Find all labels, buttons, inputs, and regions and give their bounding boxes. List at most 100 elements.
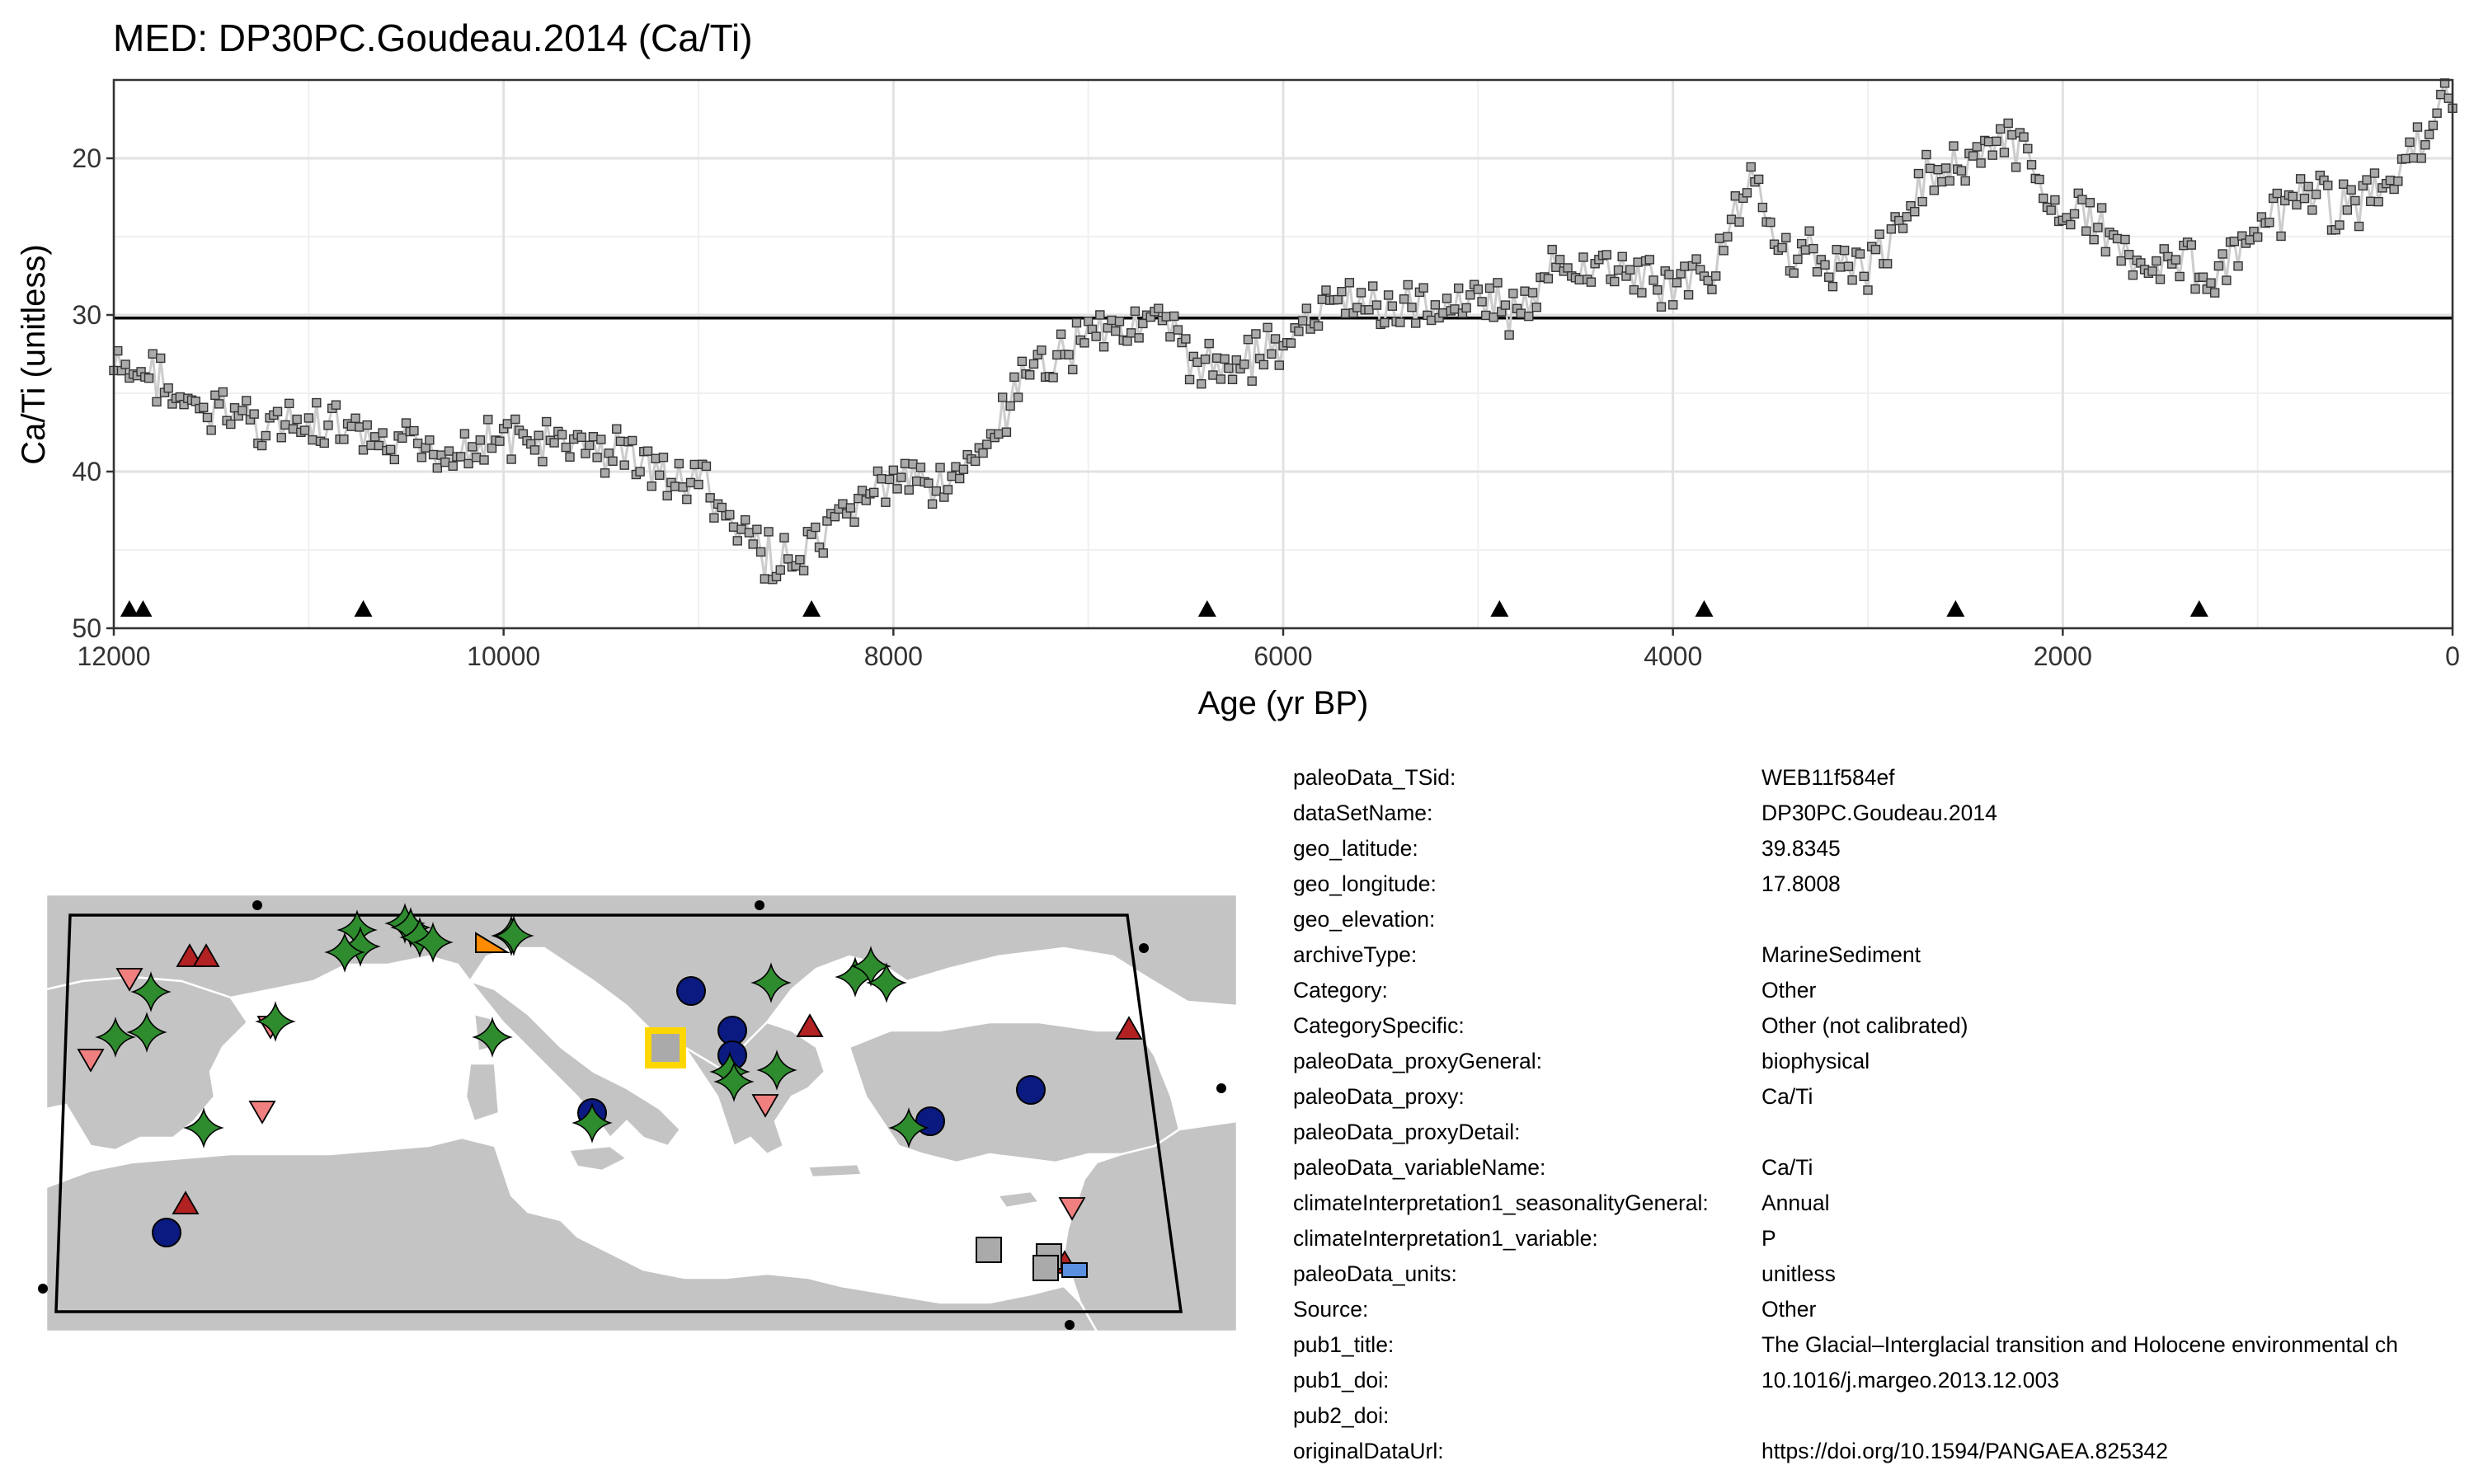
data-point: [412, 439, 423, 448]
metadata-value: Annual: [1761, 1190, 1830, 1215]
data-point: [2362, 175, 2372, 185]
site-marker-star: [183, 1107, 224, 1148]
data-point: [2416, 153, 2426, 163]
age-control-marker: [1695, 600, 1714, 617]
data-point: [202, 412, 213, 423]
data-point: [1683, 289, 1694, 300]
data-point: [1208, 370, 1218, 380]
data-point: [1836, 262, 1846, 272]
metadata-table: paleoData_TSid: WEB11f584ef dataSetName: DP…: [1293, 760, 2464, 1477]
data-point: [1789, 268, 1799, 278]
data-point: [397, 433, 407, 444]
data-point: [1976, 158, 1986, 168]
data-point: [612, 424, 622, 434]
data-point: [1902, 212, 1912, 222]
metadata-key: pub1_doi:: [1293, 1368, 1390, 1392]
data-point: [1586, 277, 1597, 287]
data-point: [736, 524, 746, 534]
data-point: [1617, 251, 1627, 261]
data-point: [1894, 215, 1904, 226]
data-point: [1037, 345, 1047, 355]
data-point: [1161, 312, 1171, 322]
age-control-marker: [802, 600, 821, 617]
data-point: [2124, 250, 2134, 260]
data-point: [760, 574, 770, 584]
data-point: [1126, 328, 1136, 338]
data-point: [997, 392, 1008, 402]
data-point: [409, 425, 419, 436]
data-point: [355, 422, 365, 432]
data-point: [2209, 288, 2220, 298]
data-point: [694, 479, 703, 490]
data-point: [811, 522, 821, 533]
data-point: [2155, 275, 2166, 284]
metadata-row: Source: Other: [1293, 1292, 2464, 1327]
metadata-key: dataSetName:: [1293, 801, 1433, 825]
data-point: [2147, 266, 2157, 276]
data-point: [2229, 237, 2240, 247]
data-point: [581, 448, 590, 458]
data-point: [378, 428, 388, 438]
data-point: [280, 420, 290, 430]
data-point: [1504, 330, 1514, 340]
data-point: [658, 453, 669, 463]
data-point: [1793, 254, 1803, 265]
data-point: [276, 433, 286, 443]
data-point: [2034, 174, 2044, 185]
y-axis-label: Ca/Ti (unitless): [16, 244, 52, 464]
data-point: [958, 464, 969, 474]
data-point: [475, 435, 486, 445]
site-marker-star: [255, 1001, 296, 1042]
data-point: [982, 439, 992, 449]
data-point: [2198, 272, 2208, 282]
data-point: [1048, 373, 1058, 383]
data-point: [1387, 301, 1398, 311]
data-point: [651, 453, 661, 463]
data-point: [947, 471, 957, 481]
data-point: [818, 548, 828, 558]
data-point: [2295, 174, 2306, 184]
data-point: [143, 373, 154, 383]
data-point: [1726, 214, 1737, 224]
data-point: [2100, 247, 2111, 257]
metadata-key: paleoData_TSid:: [1293, 765, 1456, 790]
data-point: [2276, 231, 2286, 242]
data-point: [1633, 257, 1643, 267]
data-point: [1653, 284, 1663, 295]
data-point: [1719, 246, 1729, 256]
data-point: [1211, 353, 1222, 363]
data-point: [1267, 349, 1277, 359]
map-atlantic: [46, 1105, 91, 1187]
data-point: [1301, 303, 1312, 313]
data-point: [1383, 290, 1394, 300]
metadata-value: Ca/Ti: [1761, 1084, 1813, 1109]
data-point: [1005, 401, 1015, 411]
data-point: [764, 527, 774, 537]
data-point: [1520, 286, 1530, 296]
data-point: [1091, 331, 1101, 341]
data-point: [2116, 256, 2126, 266]
data-point: [1204, 338, 1214, 349]
site-marker-square: [976, 1237, 1002, 1263]
age-control-marker: [354, 600, 373, 617]
age-control-marker: [134, 600, 153, 617]
data-point: [428, 449, 439, 460]
data-point: [674, 458, 684, 469]
data-point: [1637, 288, 1647, 298]
site-marker-triangle-up: [192, 943, 220, 967]
data-point: [1052, 350, 1062, 360]
site-marker-triangle-down: [248, 1101, 276, 1125]
data-point: [775, 565, 785, 575]
data-point: [943, 485, 953, 495]
data-point: [1886, 224, 1897, 234]
data-point: [635, 467, 645, 477]
data-point: [725, 510, 735, 520]
data-point: [1547, 244, 1557, 255]
data-point: [374, 440, 384, 451]
data-point: [1554, 255, 1565, 265]
data-point: [2245, 235, 2255, 245]
data-point: [557, 430, 567, 440]
site-marker-star: [324, 932, 365, 973]
data-point: [1870, 244, 1881, 255]
data-point: [685, 477, 696, 488]
